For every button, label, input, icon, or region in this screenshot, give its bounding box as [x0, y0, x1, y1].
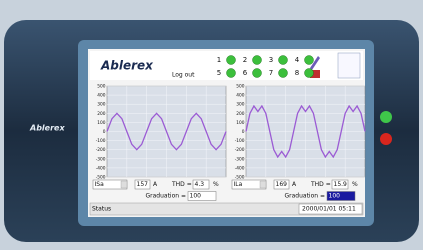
channel-number: 3: [269, 56, 273, 64]
y-tick-label: -200: [235, 147, 245, 153]
reading: 157: [137, 181, 149, 188]
logout[interactable]: Log out: [172, 72, 195, 79]
y-tick-label: 200: [236, 111, 244, 117]
header-logo: Ablerex: [100, 59, 154, 73]
channel-number: 8: [295, 69, 299, 77]
y-tick-label: 100: [236, 120, 244, 126]
graduation: 100: [329, 193, 341, 200]
y-tick-label: 0: [242, 129, 245, 135]
home-box[interactable]: [338, 53, 360, 78]
thd-unit: %: [213, 181, 219, 188]
channel-number: 1: [217, 56, 221, 64]
y-tick-label: 500: [97, 84, 105, 90]
thd-label: THD =: [171, 181, 192, 188]
led-red: [380, 133, 392, 145]
reading: 169: [276, 181, 288, 188]
y-tick-label: 300: [97, 102, 105, 108]
channel-indicator[interactable]: [305, 69, 314, 78]
y-tick-label: -100: [96, 138, 106, 144]
datetime: 2000/01/01 05:11: [302, 206, 356, 213]
y-tick-label: -500: [96, 175, 106, 181]
signal-select: ISa: [95, 181, 105, 188]
channel-indicator[interactable]: [279, 56, 288, 65]
y-tick-label: 100: [97, 120, 105, 126]
channel-number: 7: [269, 69, 273, 77]
channel-number: 2: [243, 56, 247, 64]
y-tick-label: -300: [235, 156, 245, 162]
led-green: [380, 111, 392, 123]
dropdown-arrow[interactable]: [260, 181, 266, 188]
bezel-logo: Ablerex: [29, 124, 65, 133]
thd-unit: %: [352, 181, 358, 188]
thd: 4.3: [195, 181, 205, 188]
channel-indicator[interactable]: [227, 69, 236, 78]
graduation-label: Graduation =: [284, 193, 325, 200]
channel-number: 5: [217, 69, 221, 77]
y-tick-label: -300: [96, 156, 106, 162]
y-tick-label: -400: [96, 165, 106, 171]
y-tick-label: 500: [236, 84, 244, 90]
thd: 15.9: [334, 181, 348, 188]
graduation-label: Graduation =: [145, 193, 186, 200]
channel-number: 4: [295, 56, 300, 64]
device: Ablerex Ablerex Log out Status 2000/01/0…: [0, 0, 423, 246]
thd-label: THD =: [310, 181, 331, 188]
y-tick-label: 400: [97, 93, 105, 99]
y-tick-label: -500: [235, 175, 245, 181]
channel-indicator[interactable]: [227, 56, 236, 65]
y-tick-label: -200: [96, 147, 106, 153]
channel-indicator[interactable]: [279, 69, 288, 78]
channel-number: 6: [243, 69, 248, 77]
y-tick-label: -400: [235, 165, 245, 171]
graduation: 100: [190, 193, 202, 200]
y-tick-label: 200: [97, 111, 105, 117]
y-tick-label: 300: [236, 102, 244, 108]
signal-select: ILa: [234, 181, 243, 188]
channel-indicator[interactable]: [253, 69, 262, 78]
channel-indicator[interactable]: [305, 56, 314, 65]
dropdown-arrow[interactable]: [121, 181, 127, 188]
channel-indicator[interactable]: [253, 56, 262, 65]
page: Ablerex Ablerex Log out Status 2000/01/0…: [0, 0, 423, 246]
y-tick-label: 400: [236, 93, 244, 99]
y-tick-label: 0: [103, 129, 106, 135]
y-tick-label: -100: [235, 138, 245, 144]
status-label: Status: [92, 206, 111, 213]
